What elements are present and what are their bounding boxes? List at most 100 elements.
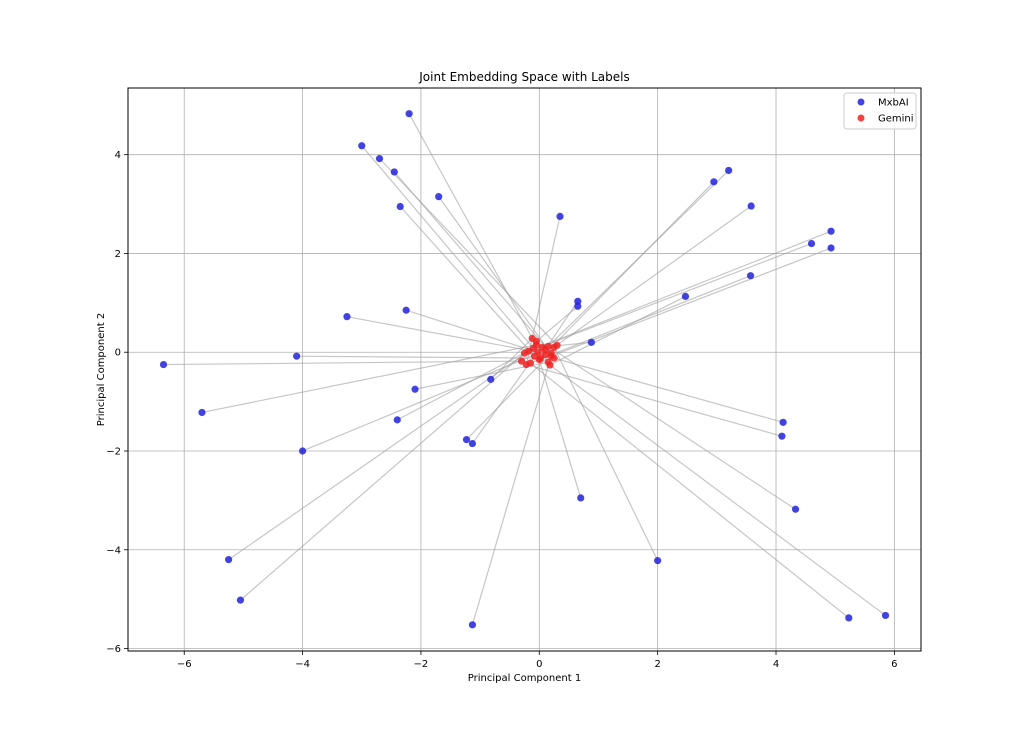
mxbai-point: [159, 360, 168, 369]
y-tick-label: −4: [106, 545, 121, 556]
y-axis-label: Principal Component 2: [96, 313, 107, 426]
legend-marker-gemini: [857, 114, 865, 122]
mxbai-point: [725, 166, 733, 175]
pair-line: [393, 171, 552, 354]
pair-line: [538, 359, 582, 499]
pair-line: [163, 360, 522, 366]
mxbai-point: [396, 202, 404, 211]
pair-line: [528, 230, 832, 352]
mxbai-point: [390, 168, 398, 176]
gemini-point: [532, 341, 540, 349]
mxbai-point: [778, 432, 786, 440]
pair-line: [296, 355, 541, 359]
pair-line: [201, 344, 537, 414]
gemini-point: [535, 356, 543, 364]
pair-line: [553, 205, 752, 348]
mxbai-point: [198, 408, 206, 417]
mxbai-point: [225, 556, 233, 564]
pair-line: [302, 344, 558, 452]
pair-line: [549, 295, 686, 366]
mxbai-point: [405, 110, 413, 118]
gemini-point: [522, 360, 530, 369]
y-tick-label: −2: [106, 446, 121, 457]
mxbai-point: [654, 557, 662, 565]
mxbai-point: [587, 338, 595, 346]
gemini-point: [553, 341, 561, 349]
gemini-point: [520, 349, 529, 357]
y-tick-label: 0: [115, 348, 121, 359]
mxbai-point: [807, 239, 816, 248]
mxbai-point: [393, 416, 401, 424]
x-tick-label: −4: [295, 659, 310, 670]
pair-line: [550, 247, 832, 357]
pair-line: [549, 364, 886, 616]
mxbai-point: [577, 494, 585, 502]
y-tick-label: −6: [106, 644, 121, 655]
pair-line: [535, 305, 579, 342]
pair-line: [240, 352, 525, 601]
pair-line: [471, 355, 552, 625]
mxbai-point: [827, 227, 835, 235]
mxbai-point: [298, 447, 307, 455]
pair-line: [361, 145, 534, 349]
x-tick-label: 6: [891, 659, 897, 670]
data-points: [159, 110, 890, 629]
y-tick-label: 2: [115, 249, 121, 260]
pair-line: [547, 345, 796, 510]
x-tick-label: 0: [536, 659, 542, 670]
mxbai-point: [468, 439, 477, 448]
pair-line: [396, 347, 534, 421]
mxbai-point: [556, 212, 564, 221]
mxbai-point: [462, 436, 471, 444]
y-tick-label: 4: [115, 150, 121, 161]
mxbai-point: [236, 596, 245, 604]
mxbai-point: [681, 292, 690, 301]
plot-frame: [127, 87, 922, 652]
legend: MxbAI Gemini: [843, 92, 917, 130]
legend-marker-mxbai: [857, 98, 865, 106]
mxbai-point: [358, 142, 366, 150]
mxbai-point: [411, 385, 419, 393]
mxbai-point: [710, 178, 718, 186]
mxbai-point: [343, 313, 351, 321]
pair-line: [553, 347, 659, 561]
x-tick-label: 4: [773, 659, 779, 670]
legend-label-gemini: Gemini: [878, 114, 914, 125]
mxbai-point: [746, 272, 755, 280]
pair-line: [544, 301, 579, 351]
pair-line: [346, 316, 539, 353]
mxbai-point: [791, 505, 800, 513]
legend-label-mxbai: MxbAI: [878, 98, 909, 109]
pair-line: [399, 206, 536, 357]
mxbai-point: [747, 202, 755, 210]
mxbai-point: [375, 155, 384, 163]
pair-line: [438, 196, 555, 359]
gemini-point: [546, 361, 554, 369]
mxbai-point: [402, 306, 410, 314]
mxbai-point: [779, 418, 787, 426]
gemini-point: [550, 354, 558, 362]
mxbai-point: [468, 621, 477, 629]
mxbai-point: [574, 302, 582, 310]
gemini-point: [541, 346, 549, 354]
x-tick-label: 2: [654, 659, 660, 670]
chart-title: Joint Embedding Space with Labels: [418, 70, 630, 84]
pair-line: [553, 357, 784, 423]
pair-line: [471, 355, 536, 444]
x-tick-label: −2: [414, 659, 429, 670]
mxbai-point: [827, 244, 835, 252]
pair-line: [547, 170, 730, 347]
mxbai-point: [293, 352, 301, 360]
pair-line: [524, 243, 812, 354]
mxbai-point: [881, 611, 890, 620]
mxbai-point: [574, 297, 582, 305]
x-axis-label: Principal Component 1: [468, 673, 581, 684]
pair-line: [530, 362, 850, 619]
pair-line: [228, 350, 529, 561]
pair-line: [408, 113, 533, 339]
x-tick-label: −6: [177, 659, 192, 670]
axis-ticks: −6 −4 −2 0 2 4 6 −6 −4 −2 0 2 4: [106, 150, 897, 670]
mxbai-point: [487, 375, 495, 383]
mxbai-point: [845, 614, 853, 622]
